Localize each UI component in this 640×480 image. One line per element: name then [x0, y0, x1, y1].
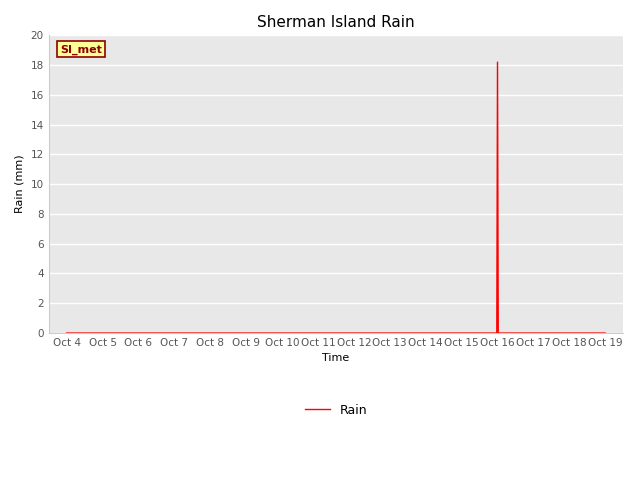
Rain: [422, 330, 429, 336]
Rain: [314, 330, 322, 336]
Rain: [99, 330, 106, 336]
Line: Rain: Rain: [67, 62, 605, 333]
Rain: [493, 330, 500, 336]
Rain: [602, 330, 609, 336]
Rain: [494, 330, 502, 336]
Rain: [63, 330, 70, 336]
Rain: [170, 330, 178, 336]
Title: Sherman Island Rain: Sherman Island Rain: [257, 15, 415, 30]
Legend: Rain: Rain: [300, 399, 372, 422]
Rain: [493, 59, 501, 65]
Rain: [350, 330, 358, 336]
Rain: [529, 330, 537, 336]
Text: SI_met: SI_met: [60, 44, 102, 55]
Rain: [458, 330, 465, 336]
Rain: [243, 330, 250, 336]
Rain: [207, 330, 214, 336]
Y-axis label: Rain (mm): Rain (mm): [15, 155, 25, 214]
Rain: [566, 330, 573, 336]
X-axis label: Time: Time: [323, 353, 349, 363]
Rain: [134, 330, 142, 336]
Rain: [278, 330, 286, 336]
Rain: [386, 330, 394, 336]
